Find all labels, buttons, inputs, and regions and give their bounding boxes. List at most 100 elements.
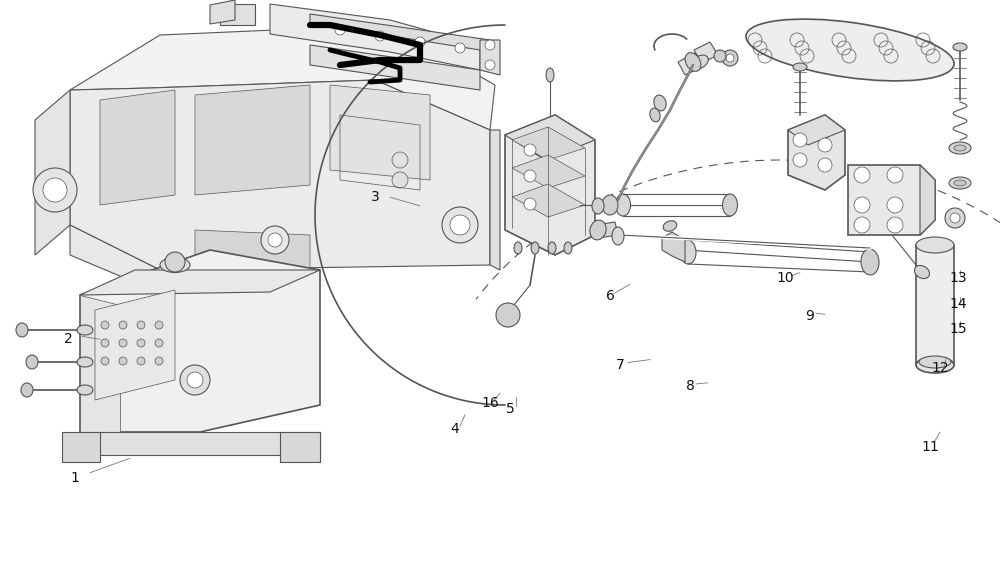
Circle shape xyxy=(137,339,145,347)
Polygon shape xyxy=(505,115,595,255)
Polygon shape xyxy=(62,432,100,462)
Circle shape xyxy=(887,197,903,213)
Text: 12: 12 xyxy=(931,361,949,375)
Polygon shape xyxy=(848,165,935,235)
Circle shape xyxy=(119,357,127,365)
Circle shape xyxy=(854,217,870,233)
Polygon shape xyxy=(920,165,935,235)
Polygon shape xyxy=(82,432,320,455)
Polygon shape xyxy=(505,115,595,160)
Circle shape xyxy=(485,60,495,70)
Polygon shape xyxy=(80,270,320,295)
Circle shape xyxy=(818,158,832,172)
Ellipse shape xyxy=(793,63,807,71)
Ellipse shape xyxy=(548,242,556,254)
Ellipse shape xyxy=(592,198,604,214)
Polygon shape xyxy=(195,230,310,285)
Text: 2: 2 xyxy=(64,332,72,346)
Text: 11: 11 xyxy=(921,440,939,454)
Polygon shape xyxy=(195,85,310,195)
Circle shape xyxy=(33,168,77,212)
Polygon shape xyxy=(480,40,500,75)
Circle shape xyxy=(119,321,127,329)
Ellipse shape xyxy=(916,237,954,253)
Polygon shape xyxy=(210,0,235,24)
Text: 15: 15 xyxy=(949,322,967,336)
Ellipse shape xyxy=(26,355,38,369)
Polygon shape xyxy=(788,115,845,190)
Polygon shape xyxy=(512,155,585,188)
Circle shape xyxy=(261,226,289,254)
Ellipse shape xyxy=(590,220,606,240)
Polygon shape xyxy=(694,42,718,63)
Polygon shape xyxy=(70,80,490,270)
Text: 5: 5 xyxy=(506,402,514,416)
Ellipse shape xyxy=(514,242,522,254)
Ellipse shape xyxy=(954,145,966,151)
Circle shape xyxy=(485,40,495,50)
Circle shape xyxy=(155,339,163,347)
Circle shape xyxy=(137,321,145,329)
Ellipse shape xyxy=(546,68,554,82)
Circle shape xyxy=(187,372,203,388)
Circle shape xyxy=(137,357,145,365)
Circle shape xyxy=(268,233,282,247)
Ellipse shape xyxy=(21,383,33,397)
Circle shape xyxy=(43,178,67,202)
Ellipse shape xyxy=(650,108,660,122)
Ellipse shape xyxy=(77,325,93,335)
Ellipse shape xyxy=(949,142,971,154)
Polygon shape xyxy=(95,290,175,400)
Circle shape xyxy=(793,133,807,147)
Circle shape xyxy=(101,339,109,347)
Circle shape xyxy=(392,152,408,168)
Text: 3: 3 xyxy=(371,190,379,204)
Ellipse shape xyxy=(564,242,572,254)
Circle shape xyxy=(726,54,734,62)
Ellipse shape xyxy=(77,385,93,395)
Ellipse shape xyxy=(654,95,666,111)
Circle shape xyxy=(714,50,726,62)
Ellipse shape xyxy=(692,55,708,69)
Text: 8: 8 xyxy=(686,379,694,393)
Ellipse shape xyxy=(914,266,930,278)
Polygon shape xyxy=(662,232,685,262)
Circle shape xyxy=(335,25,345,35)
Circle shape xyxy=(945,208,965,228)
Polygon shape xyxy=(512,184,585,217)
Circle shape xyxy=(887,167,903,183)
Circle shape xyxy=(722,50,738,66)
Polygon shape xyxy=(595,222,618,238)
Ellipse shape xyxy=(16,323,28,337)
Circle shape xyxy=(818,138,832,152)
Polygon shape xyxy=(70,225,165,295)
Polygon shape xyxy=(100,90,175,205)
Circle shape xyxy=(854,197,870,213)
Ellipse shape xyxy=(953,43,967,51)
Ellipse shape xyxy=(531,242,539,254)
Ellipse shape xyxy=(861,249,879,275)
Ellipse shape xyxy=(949,177,971,189)
Circle shape xyxy=(524,144,536,156)
Polygon shape xyxy=(512,127,585,160)
Ellipse shape xyxy=(919,356,951,368)
Text: 6: 6 xyxy=(606,289,614,303)
Bar xyxy=(916,245,954,365)
Circle shape xyxy=(854,167,870,183)
Circle shape xyxy=(119,339,127,347)
Ellipse shape xyxy=(160,258,190,273)
Text: 7: 7 xyxy=(616,358,624,372)
Circle shape xyxy=(101,321,109,329)
Ellipse shape xyxy=(612,227,624,245)
Polygon shape xyxy=(788,115,845,145)
Circle shape xyxy=(180,365,210,395)
Ellipse shape xyxy=(77,357,93,367)
Circle shape xyxy=(375,31,385,41)
Circle shape xyxy=(950,213,960,223)
Polygon shape xyxy=(270,4,480,70)
Circle shape xyxy=(793,153,807,167)
Text: 9: 9 xyxy=(806,309,814,323)
Polygon shape xyxy=(35,90,70,255)
Polygon shape xyxy=(220,4,255,25)
Polygon shape xyxy=(310,45,480,90)
